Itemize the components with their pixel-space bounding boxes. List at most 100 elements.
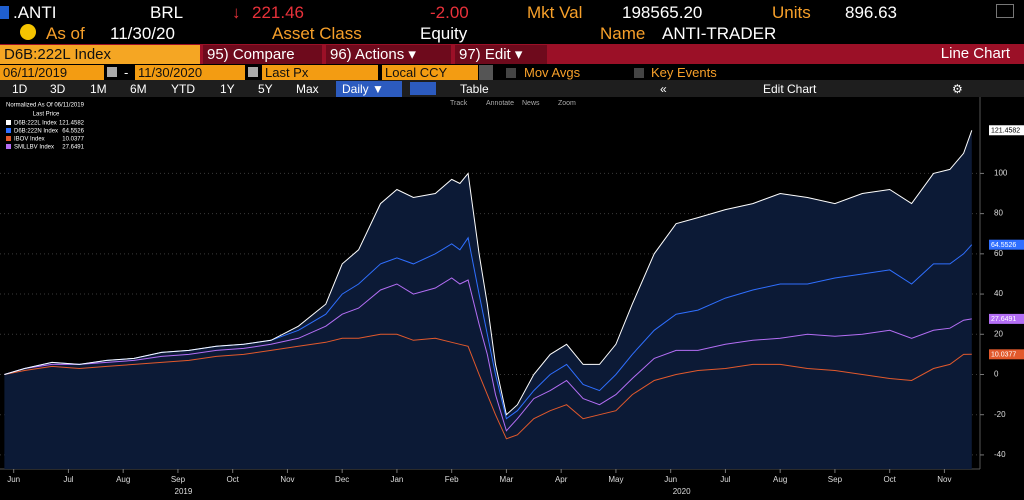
x-tick-label: Aug [773, 475, 787, 484]
change: -2.00 [430, 3, 469, 22]
x-tick-label: May [608, 475, 623, 484]
x-tick-label: Feb [445, 475, 459, 484]
checkbox[interactable] [634, 68, 644, 78]
period-button[interactable]: YTD [171, 82, 195, 96]
legend-swatch [6, 144, 11, 149]
legend-value: 27.6491 [62, 145, 84, 151]
period-button[interactable]: 3D [50, 82, 66, 96]
legend-swatch [6, 128, 11, 133]
currency-select[interactable]: Local CCY [382, 65, 478, 80]
legend-label: SMLLBV Index [14, 145, 54, 151]
table-button[interactable]: Table [460, 82, 489, 96]
calendar-icon[interactable] [248, 67, 258, 77]
y-tick-label: 100 [994, 169, 1008, 178]
legend-swatch [6, 120, 11, 125]
start-date[interactable]: 06/11/2019 [0, 65, 104, 80]
legend-title: Normalized As Of 06/11/2019 [6, 103, 85, 109]
value-tag-label: 10.0377 [991, 352, 1016, 359]
value-tag [989, 349, 1024, 360]
currency-marker [0, 6, 9, 19]
value-tag-label: 121.4582 [991, 128, 1020, 135]
period-button[interactable]: 1M [90, 82, 107, 96]
x-tick-label: Oct [226, 475, 239, 484]
year-label: 2019 [175, 487, 193, 496]
x-tick-label: Oct [883, 475, 896, 484]
chart-tool: Annotate [486, 100, 514, 107]
x-tick-label: Aug [116, 475, 130, 484]
y-tick-label: 60 [994, 249, 1003, 258]
mkt-val-label: Mkt Val [527, 3, 583, 22]
x-tick-label: Sep [828, 475, 843, 484]
chart-tool: Zoom [558, 100, 576, 107]
year-label: 2020 [673, 487, 691, 496]
date-separator: - [124, 65, 129, 80]
edit-button[interactable]: 97) Edit ▾ [455, 45, 547, 64]
value-tag [989, 239, 1024, 250]
x-tick-label: Nov [280, 475, 294, 484]
currency: BRL [150, 3, 184, 22]
asset-class-label: Asset Class [272, 24, 362, 43]
period-button[interactable]: 1D [12, 82, 28, 96]
axis-panel [980, 97, 1024, 469]
checkbox[interactable] [506, 68, 516, 78]
x-tick-label: Apr [555, 475, 568, 484]
legend-label: D6B:222L Index [14, 121, 57, 127]
field-select[interactable]: Last Px [262, 65, 378, 80]
as-of-label: As of [46, 24, 85, 43]
value-tag [989, 125, 1024, 136]
y-tick-label: 80 [994, 209, 1003, 218]
x-tick-label: Dec [335, 475, 349, 484]
y-tick-label: -40 [994, 450, 1006, 459]
chart-tool: Track [450, 100, 468, 107]
units: 896.63 [845, 3, 897, 22]
collapse-icon[interactable]: « [660, 82, 667, 96]
end-date[interactable]: 11/30/2020 [135, 65, 245, 80]
as-of: 11/30/20 [110, 24, 175, 43]
legend-box [2, 100, 86, 158]
name-label: Name [600, 24, 646, 43]
compare-button[interactable]: 95) Compare [203, 45, 322, 64]
actions-button[interactable]: 96) Actions ▾ [326, 45, 451, 64]
security-field[interactable]: D6B:222L Index [0, 45, 200, 64]
line [4, 130, 973, 416]
dropdown-arrow[interactable] [479, 65, 493, 80]
line [4, 277, 972, 432]
alert-icon[interactable] [20, 24, 36, 40]
legend-label: D6B:222N Index [14, 129, 58, 135]
settings-icon[interactable]: ⚙ [952, 82, 963, 96]
y-tick-label: 40 [994, 289, 1003, 298]
ticker: .ANTI [13, 3, 57, 22]
x-tick-label: Sep [171, 475, 186, 484]
menu-icon[interactable] [996, 4, 1014, 18]
price-arrow: ↓ [232, 3, 241, 22]
mov-avgs[interactable]: Mov Avgs [524, 65, 581, 80]
x-tick-label: Jul [63, 475, 73, 484]
x-tick-label: Jun [664, 475, 677, 484]
key-events[interactable]: Key Events [651, 65, 717, 80]
legend-swatch [6, 136, 11, 141]
x-tick-label: Nov [937, 475, 951, 484]
chart-tool: News [522, 100, 540, 107]
period-button[interactable]: Max [296, 82, 319, 96]
legend-subtitle: Last Price [33, 112, 60, 118]
period-button[interactable]: 6M [130, 82, 147, 96]
x-tick-label: Jan [390, 475, 403, 484]
edit-chart-button[interactable]: Edit Chart [763, 82, 817, 96]
asset-class: Equity [420, 24, 468, 43]
y-tick-label: 0 [994, 370, 999, 379]
y-tick-label: 20 [994, 329, 1003, 338]
view-label: Line Chart [940, 45, 1010, 62]
frequency-select[interactable]: Daily ▼ [336, 81, 402, 97]
legend-label: IBOV Index [14, 137, 45, 143]
y-tick-label: -20 [994, 410, 1006, 419]
price: 221.46 [252, 3, 304, 22]
legend-value: 10.0377 [62, 137, 84, 143]
x-tick-label: Mar [500, 475, 514, 484]
period-button[interactable]: 1Y [220, 82, 235, 96]
line [4, 333, 972, 440]
chart-style-icon[interactable] [410, 82, 436, 95]
period-button[interactable]: 5Y [258, 82, 273, 96]
chart: -40 -20 0 20 40 60 80 100 Jun Jul Aug Sep Oct Nov Dec J… [0, 97, 1024, 496]
calendar-icon[interactable] [107, 67, 117, 77]
